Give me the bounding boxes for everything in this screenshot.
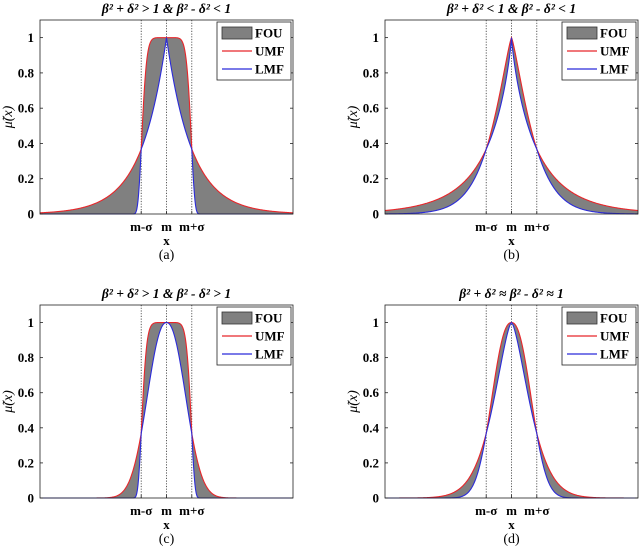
- y-axis-label: μ̃(x): [346, 390, 361, 414]
- legend-label: FOU: [600, 311, 628, 326]
- chart-title: β² + δ² ≈ β² - δ² ≈ 1: [458, 286, 564, 301]
- legend-swatch-fou: [566, 311, 598, 325]
- x-tick-label: m: [506, 219, 517, 234]
- legend-label: FOU: [255, 311, 283, 326]
- y-tick-label: 1: [373, 30, 380, 45]
- legend-label: UMF: [255, 44, 285, 59]
- y-tick-label: 0.8: [363, 65, 380, 80]
- y-axis-label: μ̃(x): [346, 105, 361, 129]
- legend-label: UMF: [600, 44, 630, 59]
- x-axis-label: x: [163, 517, 170, 532]
- legend-label: LMF: [600, 347, 629, 362]
- y-tick-label: 0.2: [18, 171, 34, 186]
- legend-label: FOU: [600, 26, 628, 41]
- y-tick-label: 0.4: [18, 420, 35, 435]
- legend-label: LMF: [255, 62, 284, 77]
- legend-label: FOU: [255, 26, 283, 41]
- x-tick-label: m+σ: [524, 219, 549, 234]
- x-tick-label: m: [161, 503, 172, 518]
- y-tick-label: 0.2: [363, 171, 379, 186]
- y-tick-label: 0.8: [18, 350, 35, 365]
- legend-label: UMF: [600, 329, 630, 344]
- x-tick-label: m: [506, 503, 517, 518]
- y-tick-label: 0: [28, 491, 35, 506]
- y-tick-label: 0.6: [363, 101, 380, 116]
- y-tick-label: 0.6: [18, 385, 35, 400]
- x-axis-label: x: [163, 233, 170, 248]
- y-tick-label: 0.6: [363, 385, 380, 400]
- legend-swatch-fou: [566, 26, 598, 40]
- panel-label: (c): [159, 532, 175, 547]
- y-tick-label: 0.6: [18, 101, 35, 116]
- panel-label: (d): [503, 532, 520, 547]
- y-tick-label: 0.2: [18, 455, 34, 470]
- y-tick-label: 0.4: [363, 136, 380, 151]
- y-tick-label: 0: [28, 207, 35, 222]
- panel-label: (a): [159, 248, 175, 263]
- y-tick-label: 1: [373, 315, 380, 330]
- chart-title: β² + δ² > 1 & β² - δ² > 1: [101, 286, 231, 301]
- chart-title: β² + δ² < 1 & β² - δ² < 1: [446, 1, 576, 16]
- x-tick-label: m+σ: [524, 503, 549, 518]
- x-axis-label: x: [508, 517, 515, 532]
- y-tick-label: 0.4: [363, 420, 380, 435]
- x-tick-label: m-σ: [130, 503, 152, 518]
- panel-a: 0 0.2 0.4 0.6 0.8 1 m-σ m m+σ x(a) μ̃(x) β² + δ² > …: [1, 1, 294, 263]
- x-tick-label: m-σ: [475, 219, 497, 234]
- y-axis-label: μ̃(x): [1, 390, 16, 414]
- y-tick-label: 0: [373, 491, 380, 506]
- y-axis-label: μ̃(x): [1, 105, 16, 129]
- panel-c: 0 0.2 0.4 0.6 0.8 1 m-σ m m+σ x(c) μ̃(x) β² + δ² > …: [1, 286, 294, 547]
- lmf-line: [385, 37, 638, 215]
- x-tick-label: m-σ: [475, 503, 497, 518]
- legend-label: LMF: [600, 62, 629, 77]
- legend: FOU UMF LMF: [561, 21, 637, 81]
- y-tick-label: 1: [28, 30, 35, 45]
- x-tick-label: m+σ: [179, 503, 204, 518]
- chart-title: β² + δ² > 1 & β² - δ² < 1: [101, 1, 231, 16]
- y-tick-label: 0.2: [363, 455, 379, 470]
- panel-d: 0 0.2 0.4 0.6 0.8 1 m-σ m m+σ x(d) μ̃(x) β² + δ² ≈ …: [346, 286, 639, 547]
- panel-b: 0 0.2 0.4 0.6 0.8 1 m-σ m m+σ x(b) μ̃(x) β² + δ² < …: [346, 1, 639, 263]
- legend-swatch-fou: [221, 311, 253, 325]
- y-tick-label: 1: [28, 315, 35, 330]
- y-tick-label: 0.4: [18, 136, 35, 151]
- legend: FOU UMF LMF: [561, 306, 637, 366]
- x-tick-label: m: [161, 219, 172, 234]
- x-tick-label: m-σ: [130, 219, 152, 234]
- y-tick-label: 0.8: [363, 350, 380, 365]
- legend: FOU UMF LMF: [216, 21, 292, 81]
- y-tick-label: 0.8: [18, 65, 35, 80]
- x-axis-label: x: [508, 233, 515, 248]
- legend-label: UMF: [255, 329, 285, 344]
- legend-swatch-fou: [221, 26, 253, 40]
- legend-label: LMF: [255, 347, 284, 362]
- panel-label: (b): [503, 248, 520, 263]
- x-tick-label: m+σ: [179, 219, 204, 234]
- y-tick-label: 0: [373, 207, 380, 222]
- legend: FOU UMF LMF: [216, 306, 292, 366]
